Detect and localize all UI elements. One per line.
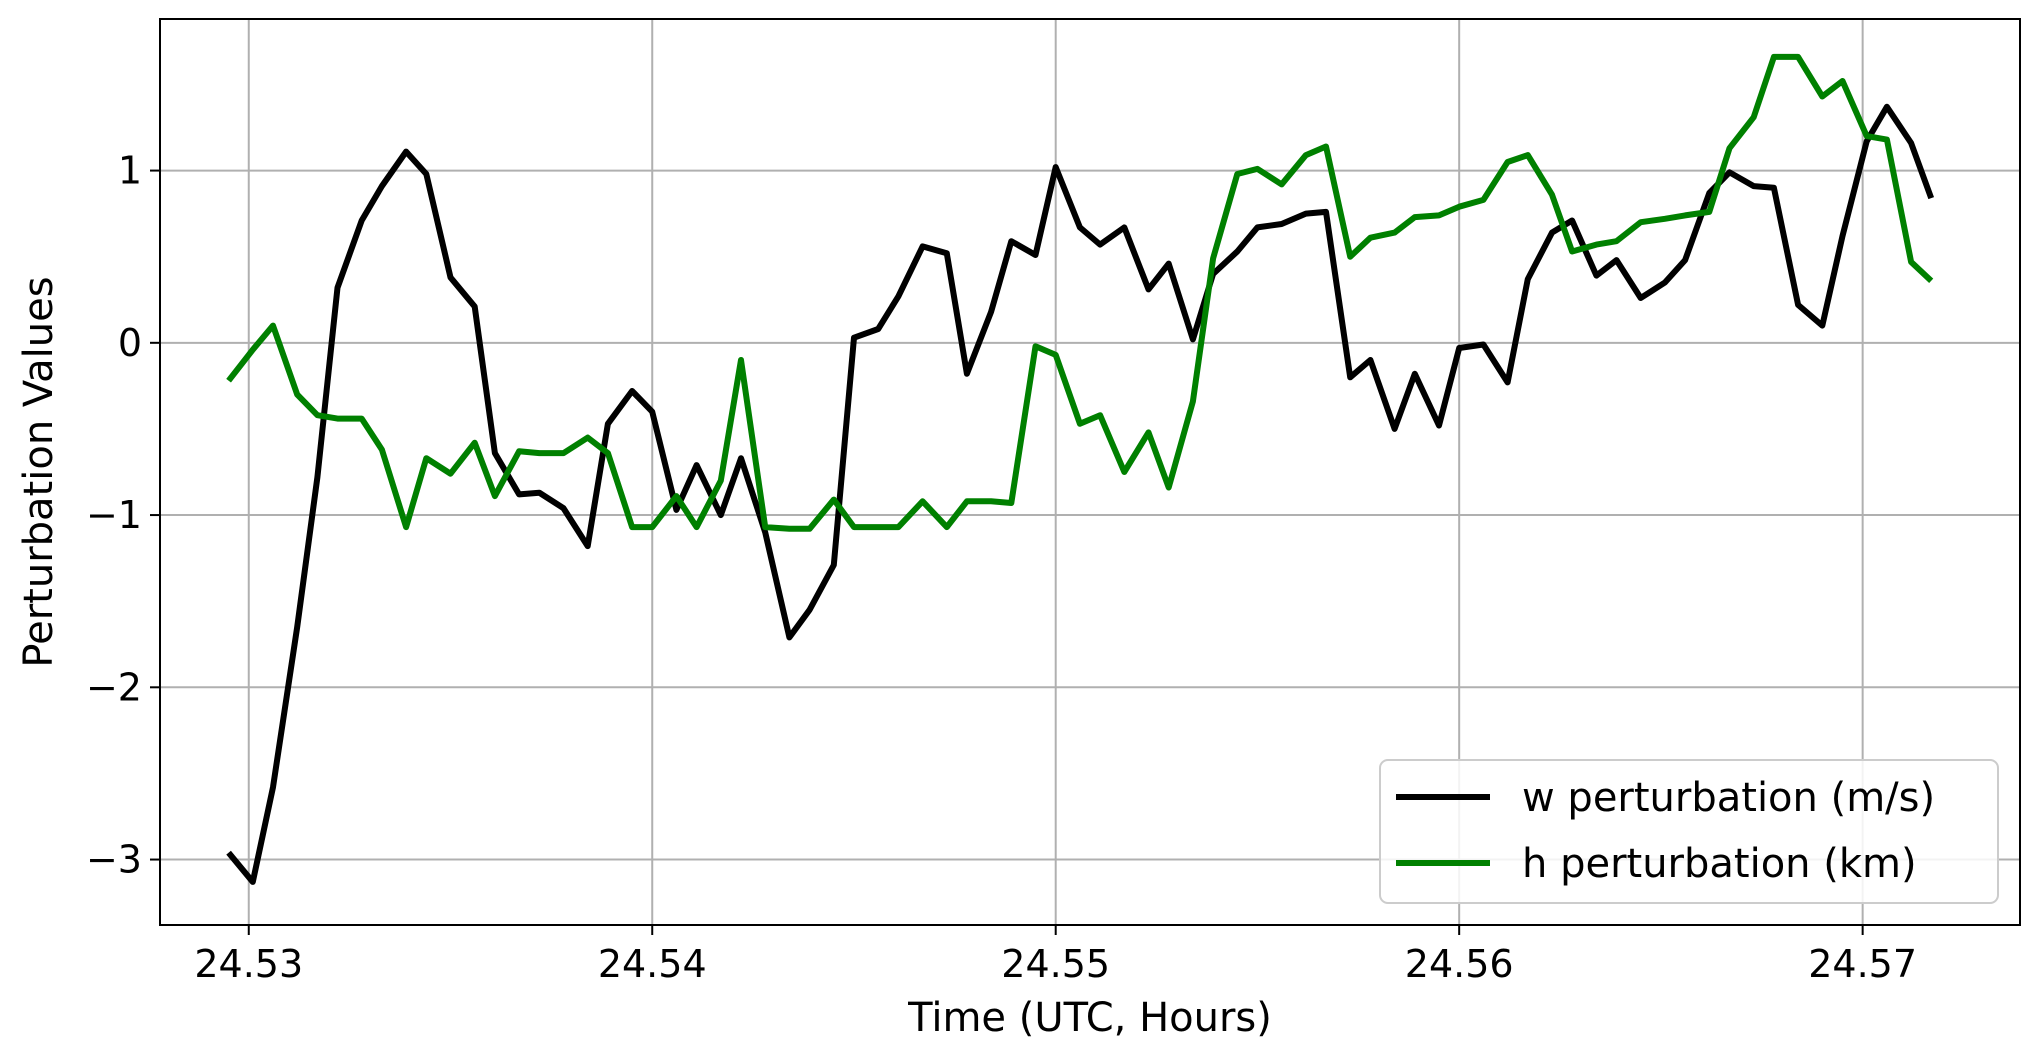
x-axis-title: Time (UTC, Hours): [907, 995, 1272, 1041]
series-line-w-perturbation: [226, 103, 1935, 885]
x-tick-label: 24.56: [1405, 942, 1514, 986]
x-tick-label: 24.53: [194, 942, 303, 986]
legend-box: [1379, 759, 1999, 904]
series-line-h-perturbation: [226, 53, 1934, 532]
x-tick-label: 24.54: [598, 942, 707, 986]
x-axis: 24.53 24.54 24.55 24.56 24.57: [194, 925, 1917, 986]
x-tick-label: 24.57: [1808, 942, 1917, 986]
legend-label-w-perturbation: w perturbation (m/s): [1522, 775, 1935, 821]
y-tick-label: 1: [118, 149, 142, 193]
plot-frame: [159, 18, 2021, 926]
legend-label-h-perturbation: h perturbation (km): [1522, 841, 1917, 887]
y-axis: −3 −2 −1 0 1: [86, 149, 160, 882]
series-lines: [226, 53, 1935, 885]
y-tick-label: −2: [86, 665, 142, 709]
y-axis-title: Perturbation Values: [16, 276, 62, 667]
y-tick-label: −1: [86, 493, 142, 537]
legend: w perturbation (m/s) h perturbation (km): [1379, 759, 1999, 904]
y-tick-label: 0: [118, 321, 142, 365]
x-tick-label: 24.55: [1001, 942, 1110, 986]
y-tick-label: −3: [86, 838, 142, 882]
